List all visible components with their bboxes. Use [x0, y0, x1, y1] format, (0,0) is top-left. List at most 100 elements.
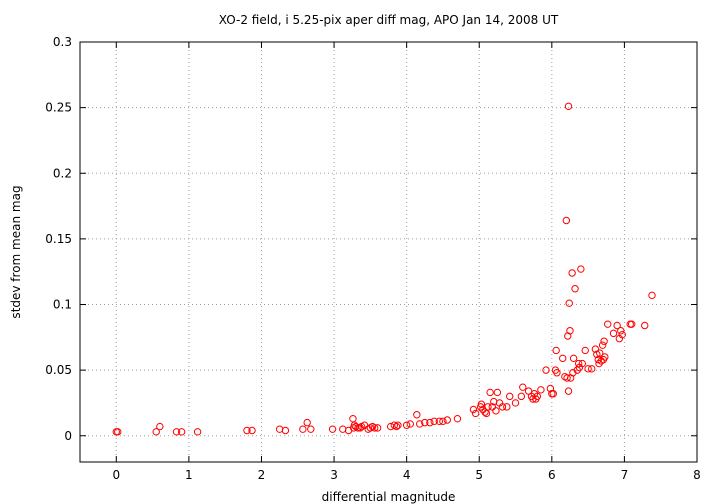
- y-axis: 0 0.05 0.1 0.15 0.2 0.25 0.3: [45, 35, 697, 443]
- data-point: [492, 407, 500, 415]
- data-point: [392, 422, 401, 431]
- x-tick-label: 3: [330, 468, 338, 482]
- x-tick-label: 6: [548, 468, 556, 482]
- data-point: [506, 392, 514, 401]
- data-point: [537, 386, 545, 394]
- y-tick: 0.2: [53, 166, 697, 180]
- data-point: [577, 265, 585, 273]
- data-point: [156, 422, 164, 431]
- x-tick-label: 7: [621, 468, 629, 482]
- data-point: [402, 421, 411, 429]
- data-point: [562, 216, 571, 225]
- y-tick: 0: [64, 429, 697, 443]
- data-point: [581, 346, 589, 355]
- data-point: [416, 420, 424, 428]
- y-tick-label: 0: [64, 429, 72, 443]
- x-tick: 2: [258, 42, 266, 482]
- data-point: [648, 291, 656, 300]
- data-point: [386, 422, 395, 431]
- data-point: [519, 383, 527, 391]
- x-tick: 6: [548, 42, 556, 482]
- plot-frame: [79, 41, 698, 463]
- y-tick-label: 0.1: [53, 298, 72, 312]
- data-point: [617, 327, 625, 335]
- data-point: [394, 421, 402, 429]
- x-tick-label: 4: [403, 468, 411, 482]
- data-point: [564, 387, 573, 395]
- data-point: [588, 365, 596, 373]
- data-point: [565, 299, 573, 307]
- data-point: [177, 428, 186, 436]
- y-tick-label: 0.15: [45, 232, 72, 246]
- y-tick: 0.05: [45, 363, 697, 377]
- x-tick-label: 0: [112, 468, 120, 482]
- data-point: [354, 424, 362, 432]
- y-tick-label: 0.05: [45, 363, 72, 377]
- y-tick-label: 0.2: [53, 166, 72, 180]
- data-points: [112, 102, 656, 436]
- data-point: [600, 337, 608, 345]
- x-tick: 3: [330, 42, 338, 482]
- data-point: [584, 365, 592, 373]
- data-point: [596, 349, 604, 357]
- data-point: [406, 420, 414, 428]
- x-tick-label: 2: [258, 468, 266, 482]
- data-point: [371, 424, 379, 432]
- y-tick-label: 0.3: [53, 35, 72, 49]
- data-point: [552, 346, 560, 355]
- data-point: [426, 418, 434, 427]
- data-point: [601, 353, 609, 361]
- data-point: [559, 354, 567, 363]
- data-point: [517, 392, 526, 401]
- data-point: [439, 417, 447, 426]
- data-point: [563, 374, 571, 382]
- data-point: [248, 426, 256, 435]
- data-point: [493, 388, 502, 397]
- data-point: [564, 102, 573, 111]
- data-point: [443, 416, 451, 424]
- data-point: [281, 426, 290, 435]
- data-point: [542, 366, 550, 374]
- data-point: [566, 327, 574, 335]
- data-point: [571, 285, 579, 293]
- data-point: [307, 425, 315, 433]
- x-tick-label: 1: [185, 468, 193, 482]
- data-point: [435, 417, 444, 426]
- data-point: [421, 418, 429, 427]
- x-tick: 7: [621, 42, 629, 482]
- chart-title: XO-2 field, i 5.25-pix aper diff mag, AP…: [219, 13, 559, 27]
- data-point: [114, 428, 122, 436]
- x-tick: 4: [403, 42, 411, 482]
- data-point: [482, 409, 491, 418]
- y-tick-label: 0.25: [45, 101, 72, 115]
- data-point: [484, 403, 492, 411]
- data-point: [469, 405, 478, 414]
- data-point: [578, 359, 587, 368]
- data-point: [243, 426, 251, 435]
- data-point: [503, 403, 511, 411]
- y-axis-label: stdev from mean mag: [9, 185, 23, 318]
- data-point: [430, 417, 438, 426]
- x-tick-label: 5: [475, 468, 483, 482]
- data-point: [641, 321, 649, 330]
- x-tick: 1: [185, 42, 193, 482]
- x-axis: 0 1 2 3 4 5 6 7 8: [112, 42, 701, 482]
- data-point: [598, 341, 607, 349]
- y-tick: 0.15: [45, 232, 697, 246]
- x-axis-label: differential magnitude: [322, 490, 456, 504]
- data-point: [498, 403, 507, 411]
- data-point: [627, 320, 636, 328]
- data-point: [591, 345, 600, 353]
- data-point: [471, 409, 480, 418]
- data-point: [373, 424, 382, 432]
- data-point: [574, 359, 583, 368]
- data-point: [486, 388, 494, 397]
- data-point: [568, 269, 576, 277]
- data-point: [569, 354, 578, 363]
- data-point: [553, 369, 561, 377]
- data-point: [172, 428, 181, 436]
- data-point: [604, 320, 612, 328]
- data-point: [299, 425, 307, 433]
- data-point: [533, 392, 542, 401]
